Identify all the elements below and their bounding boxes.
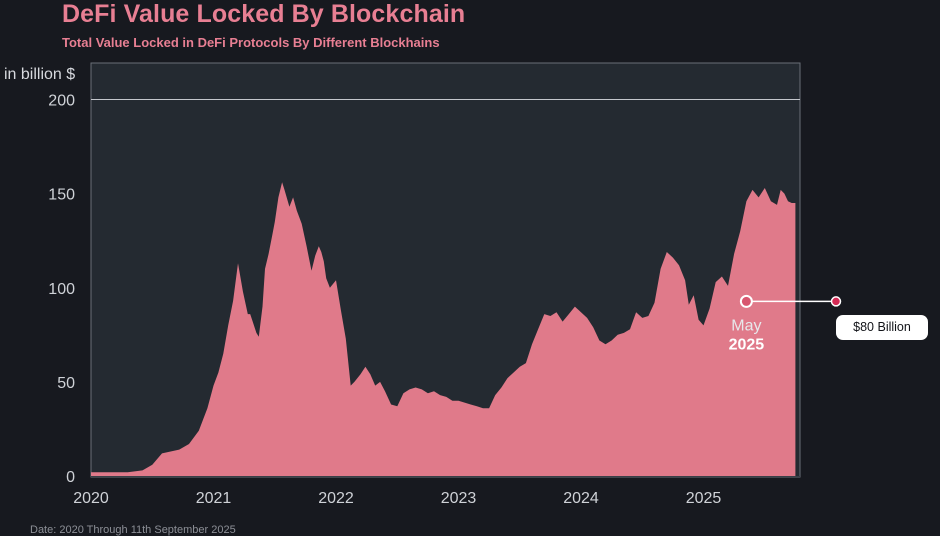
y-tick-label: 50 <box>57 375 75 392</box>
y-axis-label: in billion $ <box>4 66 76 83</box>
annotation-year-label: 2025 <box>729 336 765 353</box>
date-footnote: Date: 2020 Through 11th September 2025 <box>30 524 236 536</box>
chart-title: DeFi Value Locked By Blockchain <box>62 0 466 28</box>
x-tick-label: 2023 <box>441 490 477 507</box>
x-tick-label: 2025 <box>686 490 722 507</box>
x-tick-label: 2020 <box>73 490 109 507</box>
tvl-area-series <box>91 182 796 477</box>
y-axis-ticks: 0 50 100 150 200 <box>48 93 75 487</box>
callout-marker-dot <box>830 296 842 307</box>
y-tick-label: 200 <box>48 93 75 110</box>
y-tick-label: 150 <box>48 187 75 204</box>
x-axis-ticks: 2020 2021 2022 2023 2024 2025 <box>73 490 721 507</box>
annotation-month-label: May <box>731 317 761 334</box>
value-callout: $80 Billion <box>836 315 928 340</box>
x-tick-label: 2022 <box>318 490 354 507</box>
y-tick-label: 0 <box>66 469 75 486</box>
y-tick-label: 100 <box>48 281 75 298</box>
x-tick-label: 2021 <box>196 490 232 507</box>
chart-subtitle: Total Value Locked in DeFi Protocols By … <box>62 35 440 50</box>
x-tick-label: 2024 <box>563 490 599 507</box>
annotation-point <box>739 294 753 308</box>
